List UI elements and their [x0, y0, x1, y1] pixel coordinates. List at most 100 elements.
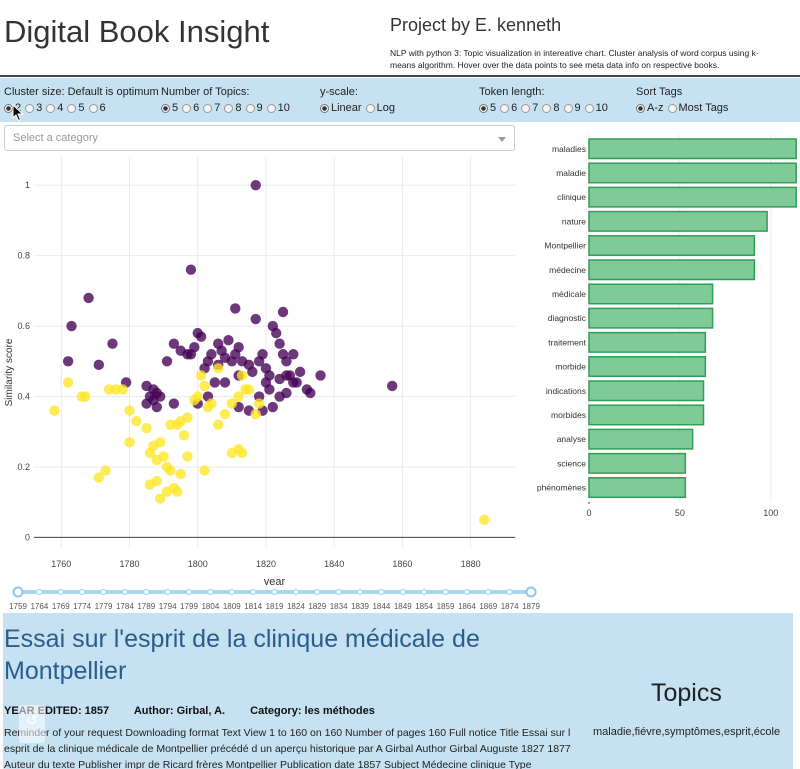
data-point-cluster-b: [161, 486, 173, 497]
radio-dot[interactable]: [182, 103, 192, 113]
data-point-cluster-b: [236, 447, 248, 459]
radio-option-3[interactable]: 3: [25, 102, 42, 114]
radio-dot[interactable]: [88, 103, 98, 113]
radio-dot[interactable]: [542, 103, 552, 113]
data-point-cluster-b: [155, 437, 166, 448]
slider-handle-end[interactable]: [525, 586, 537, 598]
slider-mark-label: 1849: [394, 602, 412, 611]
data-point-cluster-b: [158, 451, 169, 462]
slider-mark-label: 1819: [266, 602, 284, 611]
radio-option-8[interactable]: 8: [542, 102, 560, 114]
radio-option-5[interactable]: 5: [479, 102, 496, 114]
chevron-down-icon[interactable]: [498, 137, 506, 142]
year-range-slider[interactable]: 1759 1764 1769 1774 1779 1784 1789 1794 1799 1804…: [0, 584, 545, 612]
radio-label: 8: [553, 102, 560, 114]
slider-mark-dot: [250, 588, 257, 596]
data-point-cluster-b: [172, 486, 183, 497]
y-tick-label: 0.4: [17, 392, 30, 402]
data-point-cluster-a: [230, 303, 241, 314]
y-tick-label: 0: [25, 532, 30, 542]
reset-icon[interactable]: ↺: [19, 705, 45, 743]
radio-dot[interactable]: [224, 103, 234, 113]
radio-option-most-tags[interactable]: Most Tags: [667, 102, 728, 114]
radio-dot[interactable]: [584, 103, 594, 113]
radio-dot[interactable]: [500, 103, 510, 113]
header-divider: [0, 75, 800, 77]
radio-option-9[interactable]: 9: [563, 102, 581, 114]
radio-option-5[interactable]: 5: [161, 102, 178, 114]
slider-handle-start[interactable]: [12, 586, 24, 598]
radio-option-9[interactable]: 9: [245, 102, 263, 114]
radio-option-8[interactable]: 8: [224, 102, 242, 114]
slider-mark-label: 1839: [351, 602, 369, 611]
x-tick-label: 100: [763, 508, 778, 518]
radio-dot[interactable]: [266, 103, 276, 113]
bar-morbide: [588, 356, 707, 378]
radio-dot[interactable]: [203, 103, 213, 113]
book-category: Category: les méthodes: [250, 705, 375, 717]
radio-option-6[interactable]: 6: [182, 102, 199, 114]
radio-option-7[interactable]: 7: [521, 102, 538, 114]
radio-option-6[interactable]: 6: [500, 102, 517, 114]
token-length-control: Token length: 5 6 7 8 9 10: [479, 86, 612, 114]
data-point-cluster-a: [168, 398, 180, 409]
bar-label: maladies: [552, 144, 586, 154]
book-meta: YEAR EDITED: 1857 Author: Girbal, A. Cat…: [4, 705, 397, 717]
x-axis-label: year: [264, 576, 286, 585]
scatter-chart[interactable]: 1760 1780 1800 1820 1840 1860 1880 0 0.2 0.4 0.6 0.…: [0, 155, 525, 585]
data-point-cluster-a: [315, 370, 326, 381]
bar-label: morbides: [551, 410, 586, 420]
x-tick-label: 1840: [324, 559, 344, 569]
radio-dot[interactable]: [161, 103, 170, 113]
radio-option-5[interactable]: 5: [67, 102, 85, 114]
radio-dot[interactable]: [245, 103, 255, 113]
radio-option-10[interactable]: 10: [584, 102, 608, 114]
slider-mark-dot: [335, 588, 342, 596]
data-point-cluster-a: [274, 338, 285, 349]
data-point-cluster-b: [195, 370, 207, 381]
radio-option-4[interactable]: 4: [46, 102, 63, 114]
radio-dot[interactable]: [46, 103, 56, 113]
data-point-cluster-a: [223, 334, 234, 346]
y-tick-label: 0.6: [17, 321, 30, 331]
slider-mark-dot: [207, 588, 214, 596]
radio-option-10[interactable]: 10: [266, 102, 290, 114]
radio-dot[interactable]: [365, 103, 375, 113]
data-point-cluster-a: [386, 380, 398, 392]
book-detail-panel: Essai sur l'esprit de la clinique médica…: [3, 613, 793, 769]
data-point-cluster-b: [199, 380, 210, 392]
radio-option-linear[interactable]: Linear: [320, 102, 362, 114]
tag-bar-chart[interactable]: 0 50 100 maladies maladie clinique nature Montp…: [530, 132, 800, 522]
radio-label: Linear: [331, 102, 362, 114]
x-tick-label: 1860: [392, 559, 412, 569]
data-point-cluster-b: [219, 408, 231, 420]
sort-tags-radios: A-z Most Tags: [636, 102, 732, 114]
radio-dot[interactable]: [67, 103, 77, 113]
data-point-cluster-b: [141, 423, 152, 434]
radio-dot[interactable]: [521, 103, 531, 113]
radio-dot[interactable]: [479, 103, 488, 113]
data-point-cluster-b: [131, 415, 142, 427]
slider-mark-label: 1869: [479, 602, 497, 611]
topics-radios: 5 6 7 8 9 10: [161, 102, 294, 114]
radio-option-log[interactable]: Log: [365, 102, 395, 114]
bar-diagnostic: [588, 307, 714, 329]
radio-dot[interactable]: [667, 103, 677, 113]
slider-mark-label: 1789: [137, 602, 155, 611]
radio-dot[interactable]: [636, 103, 645, 113]
radio-option-a-z[interactable]: A-z: [636, 102, 664, 114]
slider-mark-dot: [271, 588, 278, 596]
slider-mark-dot: [228, 588, 235, 596]
data-point-cluster-b: [199, 465, 210, 476]
radio-option-7[interactable]: 7: [203, 102, 220, 114]
radio-dot[interactable]: [563, 103, 573, 113]
data-point-cluster-b: [250, 408, 261, 420]
category-dropdown[interactable]: Select a category: [4, 125, 515, 151]
bar-label: phénomènes: [537, 483, 586, 493]
radio-dot[interactable]: [320, 103, 329, 113]
radio-dot[interactable]: [25, 103, 35, 113]
data-point-cluster-a: [288, 377, 299, 388]
radio-option-6[interactable]: 6: [88, 102, 106, 114]
data-point-cluster-b: [117, 384, 128, 395]
